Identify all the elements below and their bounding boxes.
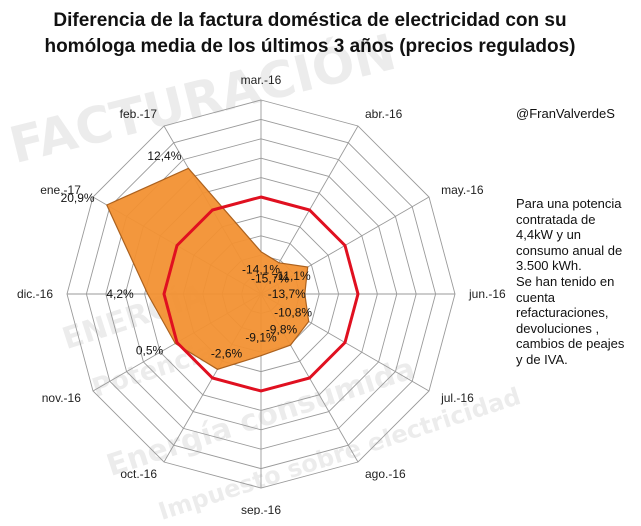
- data-label: -15,7%: [251, 271, 289, 285]
- category-label: dic.-16: [17, 287, 53, 301]
- radar-chart: mar.-16 abr.-16 may.-16 jun.-16 jul.-16 ago.-…: [17, 73, 506, 515]
- data-label: 12,4%: [147, 149, 181, 163]
- radar-labels: mar.-16 abr.-16 may.-16 jun.-16 jul.-16 ago.-…: [17, 73, 506, 515]
- data-label: -10,8%: [274, 306, 312, 320]
- data-label: 20,9%: [61, 191, 95, 205]
- category-label: oct.-16: [120, 467, 157, 481]
- category-label: may.-16: [441, 183, 484, 197]
- credit-handle: @FranValverdeS: [516, 106, 615, 121]
- chart-title-line-1: Diferencia de la factura doméstica de el…: [53, 10, 567, 31]
- note-line: y de IVA.: [516, 351, 568, 367]
- data-label: -14,1%: [242, 263, 280, 277]
- category-label: ene.-17: [40, 183, 81, 197]
- category-label: abr.-16: [365, 107, 403, 121]
- data-label: -11,1%: [274, 269, 311, 283]
- category-label: ago.-16: [365, 467, 406, 481]
- note-line: consumo anual de: [516, 242, 623, 258]
- category-label: feb.-17: [120, 107, 158, 121]
- series-area: [106, 167, 310, 370]
- category-label: nov.-16: [42, 391, 81, 405]
- zero-ring: [162, 195, 360, 393]
- zero-ring-line: [162, 195, 360, 393]
- data-label: 0,5%: [136, 344, 164, 358]
- note-line: 4,4kW y un: [516, 227, 582, 243]
- data-label: -9,1%: [245, 331, 277, 345]
- chart-title-line-2: homóloga media de los últimos 3 años (pr…: [44, 36, 576, 57]
- category-label: jul.-16: [440, 391, 474, 405]
- note-line: 3.500 kWh.: [516, 258, 582, 274]
- note-line: Se han tenido en: [516, 273, 615, 289]
- note-line: contratada de: [516, 211, 596, 227]
- category-label: mar.-16: [241, 73, 282, 87]
- note-line: devoluciones ,: [516, 320, 600, 336]
- note-line: cambios de peajes: [516, 336, 625, 352]
- category-label: jun.-16: [468, 287, 506, 301]
- note-line: Para una potencia: [516, 196, 622, 211]
- data-label: 4,2%: [106, 287, 134, 301]
- note-line: cuenta: [516, 289, 556, 305]
- chart-title: Diferencia de la factura doméstica de el…: [40, 8, 580, 60]
- radar-series: [106, 167, 310, 370]
- data-label: -2,6%: [211, 347, 243, 361]
- category-label: sep.-16: [241, 503, 281, 515]
- data-label: -13,7%: [268, 287, 306, 301]
- methodology-note: Para una potencia contratada de 4,4kW y …: [516, 196, 636, 368]
- note-line: refacturaciones,: [516, 305, 609, 321]
- data-label: -9,8%: [266, 323, 298, 337]
